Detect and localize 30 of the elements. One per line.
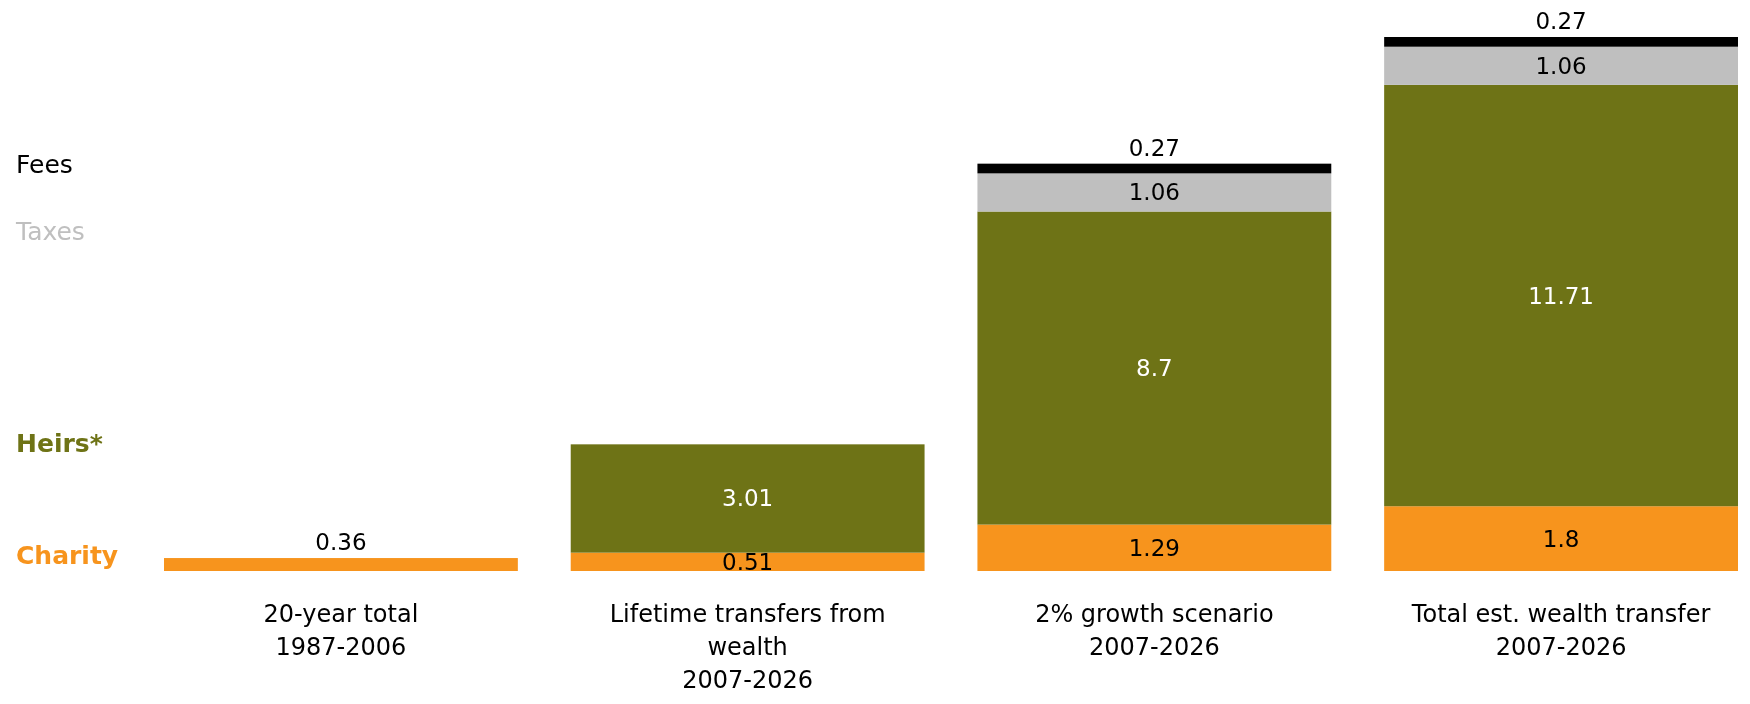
text: Heirs* [16, 429, 103, 458]
x-tick-label: 2% growth scenario 2007-2026 [1035, 600, 1274, 661]
bar [164, 558, 518, 571]
bar [977, 163, 1332, 174]
data-label: 0.36 [315, 529, 367, 556]
data-label: 1.06 [1535, 52, 1587, 79]
bar [1384, 84, 1739, 507]
data-label: 0.27 [1128, 134, 1180, 161]
data-label: 0.51 [722, 548, 774, 575]
bar [977, 524, 1332, 571]
data-label: 3.01 [722, 485, 774, 512]
x-tick-label: Total est. wealth transfer 2007-2026 [1410, 600, 1711, 661]
data-label: 1.06 [1128, 179, 1180, 206]
bar [1384, 46, 1739, 85]
data-label: 0.27 [1535, 8, 1587, 34]
data-label: 1.8 [1542, 525, 1580, 552]
text: Fees [16, 150, 73, 179]
data-label: 1.29 [1128, 534, 1180, 561]
series-label: Charity [16, 541, 119, 570]
bar [570, 552, 925, 571]
bar [1384, 37, 1739, 47]
bar [977, 211, 1332, 525]
bar [977, 173, 1332, 212]
x-tick-label: 20-year total 1987-2006 [263, 600, 419, 661]
x-tick-label: Lifetime transfers from wealth 2007-2026 [609, 600, 886, 694]
text: Taxes [15, 217, 85, 246]
data-label: 8.7 [1136, 355, 1173, 382]
bar [570, 444, 925, 553]
bar [1384, 506, 1739, 571]
data-label: 11.71 [1528, 282, 1595, 309]
